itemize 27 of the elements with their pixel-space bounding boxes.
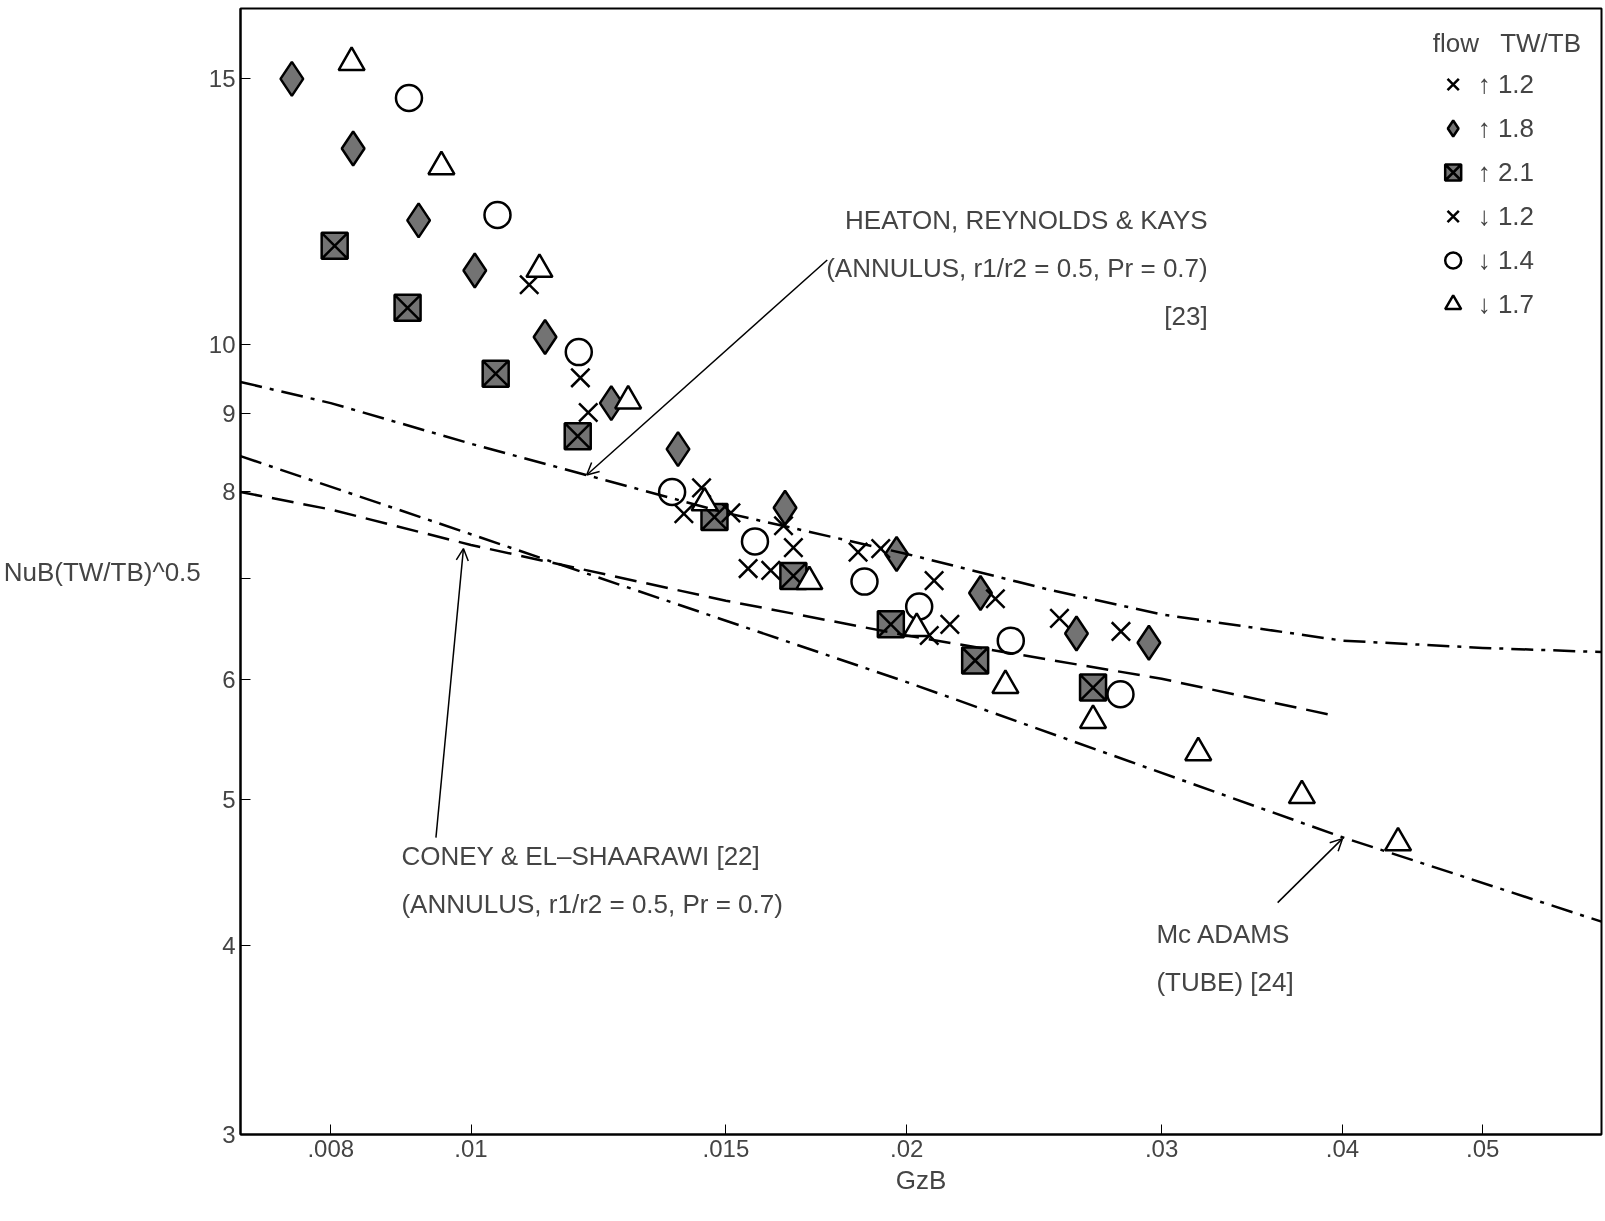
legend-label: ↓ 1.2 (1477, 199, 1535, 233)
x-tick-label: .04 (1325, 1134, 1360, 1162)
x-tick-label: .01 (454, 1134, 488, 1162)
y-tick-label: 10 (208, 331, 236, 359)
y-tick-label: 3 (222, 1121, 236, 1148)
legend-label: ↓ 1.4 (1477, 243, 1535, 277)
annotation: CONEY & EL–SHAARAWI [22] (ANNULUS, r1/r2 = 0.5, Pr = 0.7) (401, 840, 783, 919)
x-tick-label: .05 (1466, 1134, 1500, 1162)
legend-label: ↑ 1.2 (1477, 67, 1535, 101)
y-tick-label: 6 (222, 666, 236, 694)
y-tick-label: 9 (222, 400, 236, 428)
legend-label: ↓ 1.7 (1477, 287, 1535, 321)
y-tick-label: 4 (222, 932, 236, 960)
y-tick-label: 5 (222, 785, 236, 813)
x-tick-label: .03 (1144, 1134, 1179, 1162)
legend-label: ↑ 1.8 (1477, 111, 1535, 145)
legend-title: flow TW/TB (1432, 28, 1581, 59)
y-axis-title: NuB(TW/TB)^0.5 (3, 556, 201, 587)
x-axis-title: GzB (895, 1164, 947, 1195)
y-tick-label: 8 (222, 477, 236, 505)
annotation: HEATON, REYNOLDS & KAYS (ANNULUS, r1/r2 = 0.5, Pr = 0.7) [23] (826, 205, 1208, 332)
x-tick-label: .015 (702, 1134, 750, 1162)
legend-label: ↑ 2.1 (1477, 155, 1535, 189)
x-tick-label: .008 (307, 1134, 355, 1162)
y-tick-label: 15 (208, 65, 236, 93)
x-tick-label: .02 (890, 1134, 924, 1162)
annotation: Mc ADAMS (TUBE) [24] (1156, 918, 1294, 997)
